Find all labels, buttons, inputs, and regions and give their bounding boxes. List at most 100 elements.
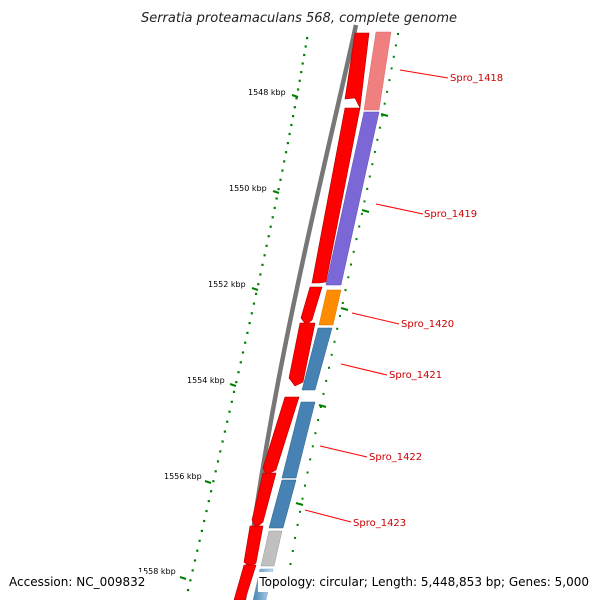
tick-dot (306, 471, 309, 474)
tick-ring (187, 33, 399, 592)
tick-dot (259, 273, 262, 276)
inner-tick-marks (295, 113, 389, 506)
tick-dot (291, 550, 294, 552)
tick-mark (204, 480, 212, 484)
map-title: Serratia proteamaculans 568, complete ge… (141, 11, 457, 26)
tick-dot (216, 460, 220, 463)
tick-dot (267, 235, 270, 238)
gene-band-grey (260, 530, 283, 567)
tick-label-1554: 1554 kbp (187, 376, 225, 385)
tick-label-1548: 1548 kbp (248, 88, 286, 97)
gene-label-spro-1423: Spro_1423 (353, 518, 406, 529)
tick-dot (392, 55, 395, 58)
tick-dot (277, 188, 280, 191)
tick-label-1556: 1556 kbp (164, 472, 202, 481)
tick-dot (214, 470, 217, 473)
tick-dot (352, 250, 355, 253)
gene-label-spro-1420: Spro_1420 (401, 319, 454, 330)
tick-dot (257, 283, 260, 286)
tick-dot (261, 263, 264, 266)
tick-dot (350, 263, 352, 266)
tick-mark (229, 383, 237, 387)
tick-dot (325, 379, 328, 382)
tick-dot (394, 44, 397, 47)
tick-dot (355, 238, 358, 241)
callout-line-spro-1423 (304, 509, 352, 523)
tick-dot (336, 327, 339, 330)
tick-dot (304, 484, 306, 487)
tick-dot (210, 490, 213, 493)
tick-dot (265, 244, 268, 247)
tick-dot (286, 142, 289, 145)
tick-dot (333, 340, 336, 343)
tick-dot (198, 539, 201, 542)
tick-dot (221, 440, 224, 443)
tick-dot (241, 351, 245, 354)
tick-dot (255, 292, 258, 295)
tick-dot (330, 353, 333, 356)
tick-dot (317, 419, 320, 422)
tick-dot (358, 225, 361, 228)
tick-dot (311, 445, 314, 448)
tick-dot (328, 366, 330, 369)
tick-dot (363, 200, 366, 203)
tick-dot (304, 45, 307, 48)
tick-dot (232, 390, 236, 393)
callout-line-spro-1422 (319, 445, 368, 458)
tick-dot (303, 53, 306, 57)
tick-dot (189, 579, 192, 582)
tick-dot (347, 276, 350, 279)
tick-dot (301, 497, 304, 500)
tick-dot (219, 450, 222, 453)
cds-arrow (344, 32, 370, 110)
tick-dot (298, 79, 301, 82)
tick-dot (288, 132, 291, 136)
tick-dot (368, 175, 371, 178)
tick-dot (366, 187, 369, 190)
tick-dot (371, 163, 374, 166)
tick-dot (263, 254, 266, 257)
tick-dot (273, 206, 276, 209)
tick-dot (237, 371, 240, 374)
tick-dot (187, 589, 190, 592)
cds-arrow (300, 286, 323, 326)
tick-label-1552: 1552 kbp (208, 280, 246, 289)
tick-dot (295, 97, 298, 100)
gene-track (252, 31, 392, 600)
tick-dot (191, 569, 194, 572)
tick-dot (205, 509, 208, 513)
callout-line-spro-1419 (375, 203, 424, 215)
cds-arrow (243, 525, 264, 568)
tick-dot (344, 289, 347, 292)
tick-dot (388, 79, 391, 82)
tick-dot (390, 67, 393, 70)
tick-dot (297, 88, 300, 91)
tick-dot (230, 400, 233, 403)
tick-dot (294, 537, 297, 539)
tick-dot (269, 225, 272, 228)
tick-dot (322, 392, 325, 395)
tick-dot (360, 212, 363, 215)
callout-line-spro-1421 (340, 363, 388, 376)
tick-dot (203, 519, 206, 523)
tick-dot (207, 500, 210, 503)
gene-label-spro-1421: Spro_1421 (389, 370, 442, 381)
gene-label-spro-1418: Spro_1418 (450, 73, 503, 84)
tick-dot (299, 510, 301, 513)
tick-mark (272, 190, 280, 194)
accession-text: Accession: NC_009832 (9, 575, 145, 589)
summary-text: Topology: circular; Length: 5,448,853 bp… (258, 575, 589, 589)
footer-backdrop-right (258, 572, 594, 592)
cds-arrow (311, 107, 361, 284)
tick-dot (383, 102, 386, 105)
tick-dot (290, 123, 293, 127)
tick-dot (319, 406, 322, 408)
tick-dot (285, 151, 288, 154)
tick-dot (223, 430, 226, 433)
tick-mark (291, 94, 299, 98)
gene-band-spro-1420 (318, 289, 342, 326)
tick-dot (373, 150, 376, 153)
gene-callouts: Spro_1418 Spro_1419 Spro_1420 Spro_1421 … (304, 69, 503, 529)
gene-band-spro-1419 (325, 111, 380, 286)
